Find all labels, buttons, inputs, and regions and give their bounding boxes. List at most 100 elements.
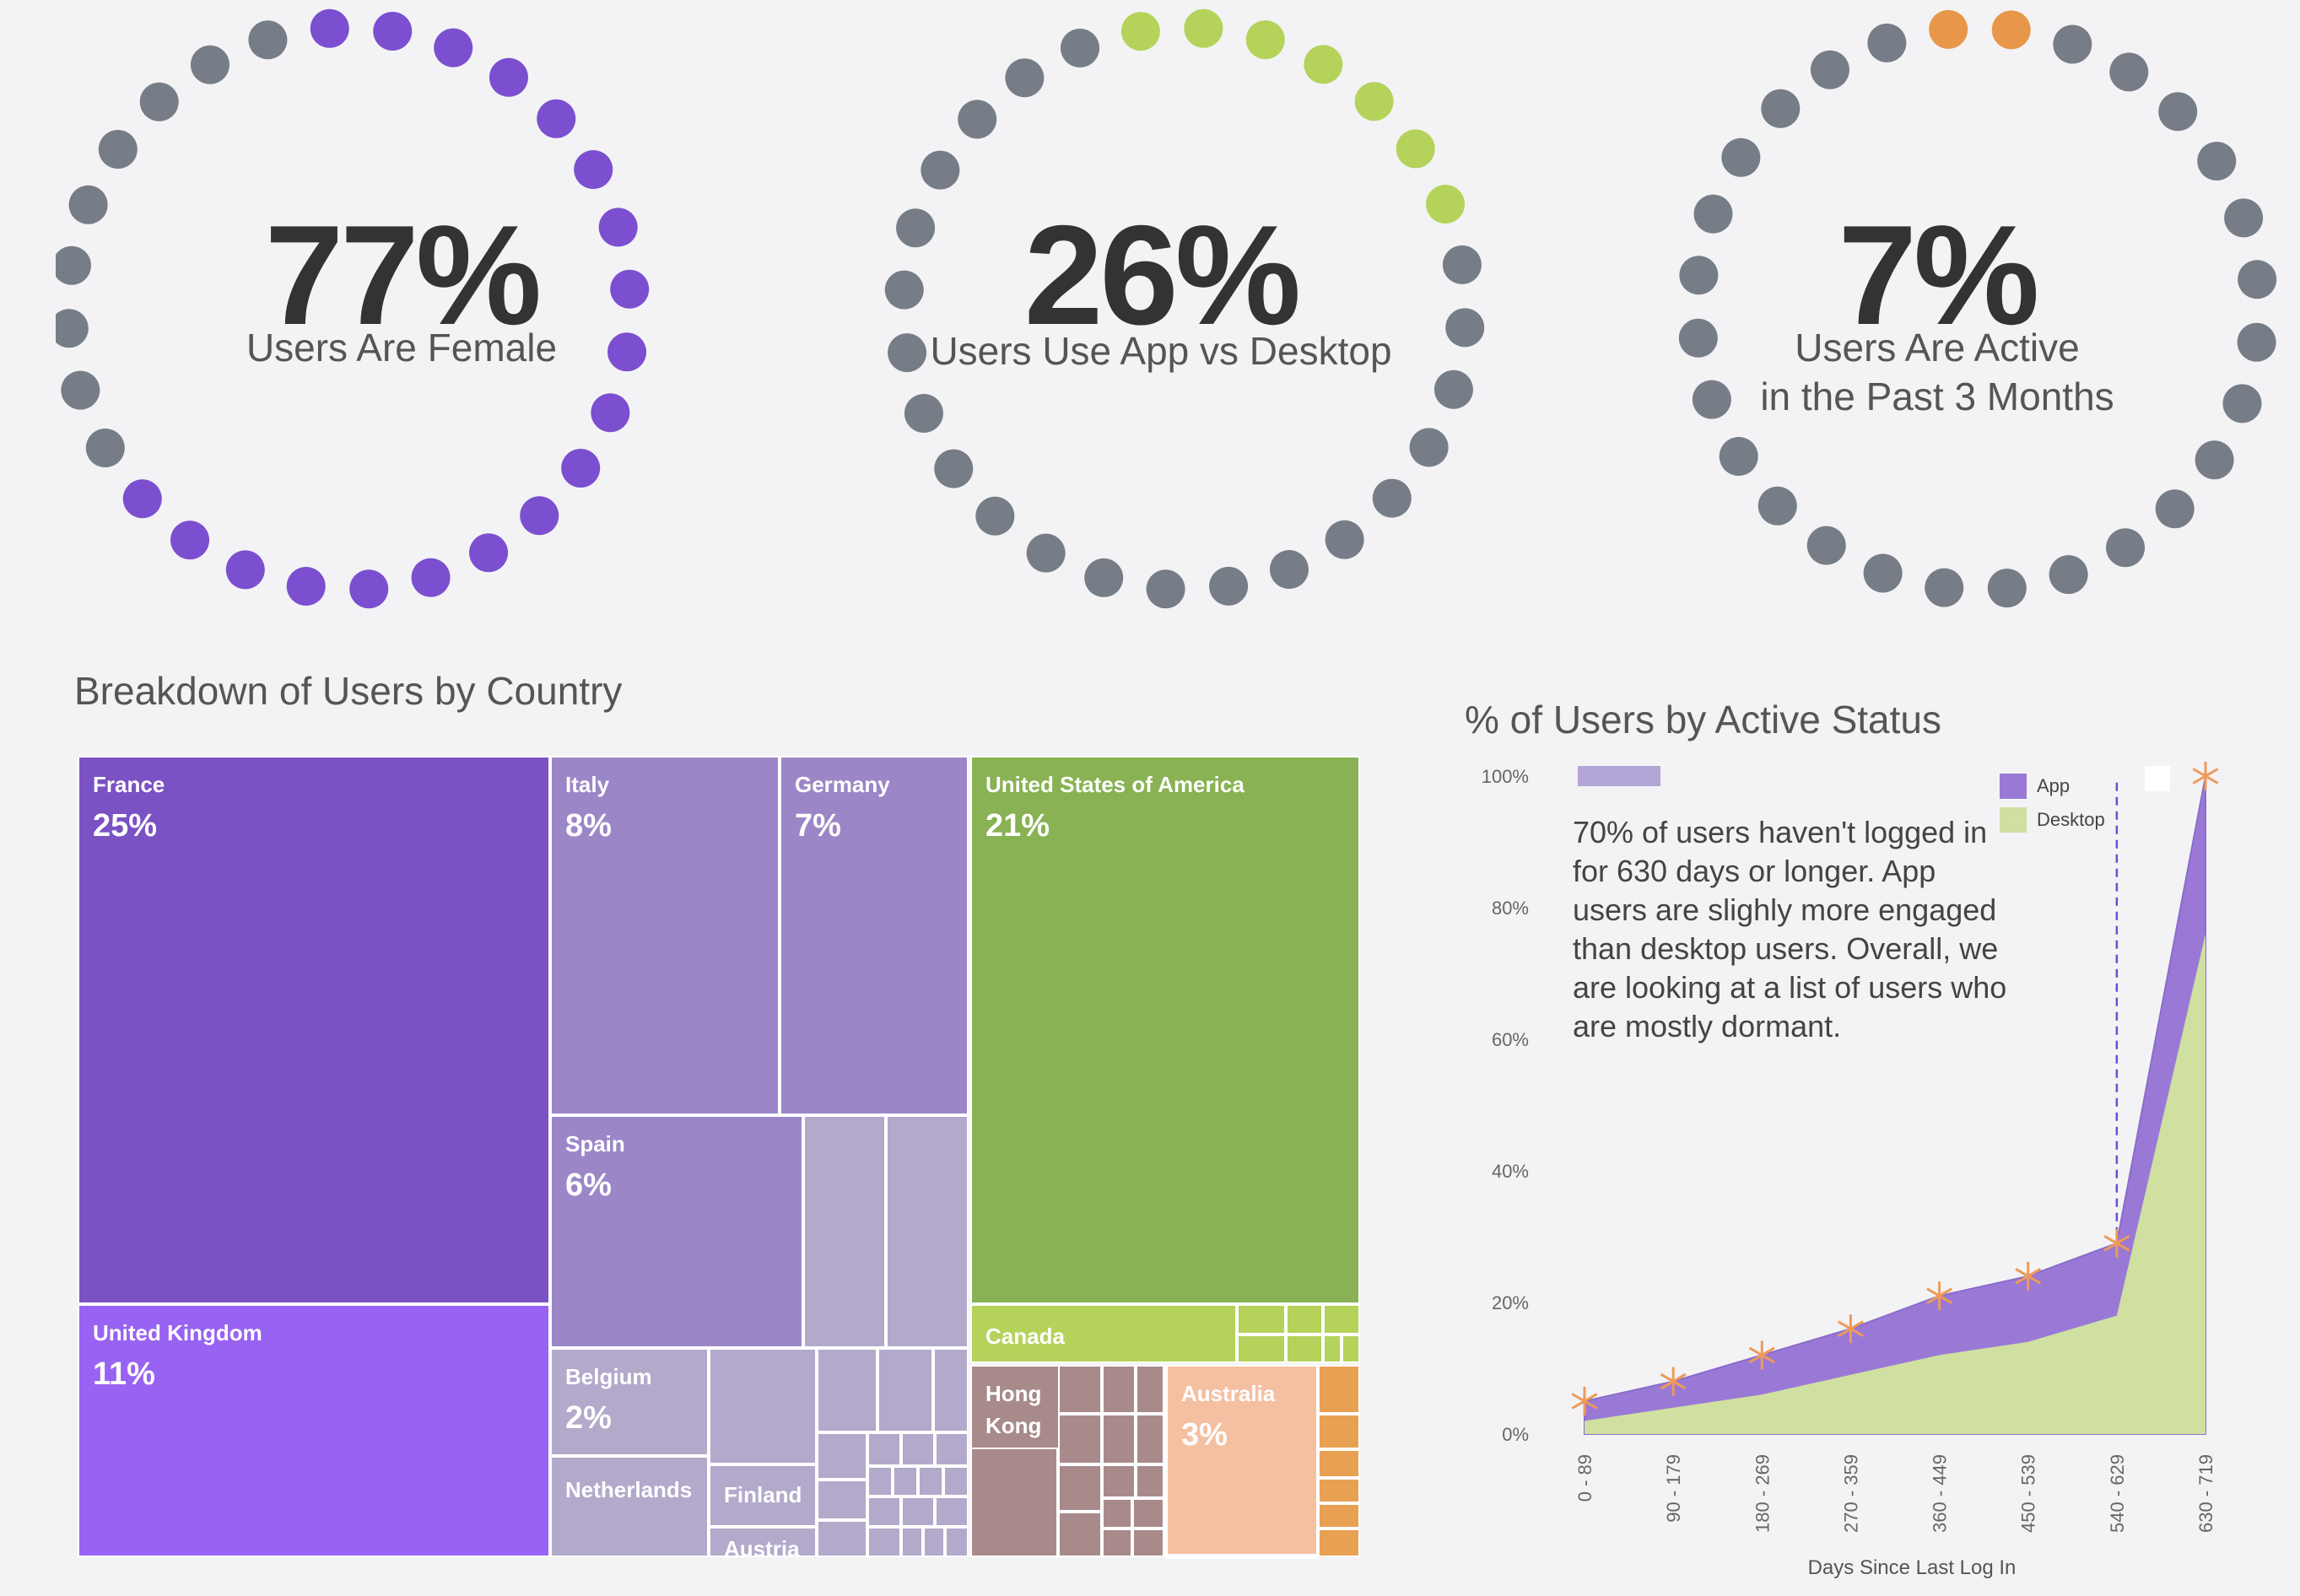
treemap-tile-pct: 7% bbox=[795, 808, 841, 844]
ring-dot bbox=[122, 479, 162, 519]
treemap-tile-small bbox=[1318, 1478, 1360, 1503]
dot-ring-active bbox=[1678, 9, 2277, 608]
treemap-tile: Australia 3% bbox=[1166, 1365, 1318, 1556]
kpi-female-value: 77% bbox=[264, 196, 542, 354]
treemap-tile-pct: 6% bbox=[565, 1167, 612, 1203]
ring-dot bbox=[958, 100, 997, 139]
treemap-tile-name: Hong Kong bbox=[985, 1381, 1042, 1438]
ring-dot bbox=[574, 149, 613, 189]
ring-dot bbox=[1409, 428, 1449, 467]
ring-dot bbox=[607, 332, 647, 372]
treemap-tile-small bbox=[1166, 1556, 1318, 1559]
ring-dot bbox=[1757, 486, 1797, 526]
ring-dot bbox=[61, 370, 100, 410]
ring-dot bbox=[1184, 8, 1223, 48]
chart-legend: App Desktop bbox=[2000, 769, 2105, 837]
ring-dot bbox=[2158, 92, 2198, 132]
active-status-area-chart: 0% 20% 40% 60% 80% 100% 0 - 89 90 - 179 180 - 26… bbox=[1482, 762, 2219, 1579]
ring-dot bbox=[1061, 28, 1100, 67]
ring-dot bbox=[1929, 9, 1968, 49]
country-treemap: France 25% United Kingdom 11% Italy 8% Germany… bbox=[78, 756, 1360, 1559]
treemap-tile-small bbox=[1136, 1464, 1164, 1498]
treemap-tile-small bbox=[935, 1496, 969, 1527]
ring-dot bbox=[2224, 198, 2264, 238]
ring-dot bbox=[2195, 440, 2234, 480]
treemap-title: Breakdown of Users by Country bbox=[74, 669, 623, 713]
ring-dot bbox=[225, 550, 265, 590]
ring-dot bbox=[85, 429, 125, 468]
ring-dot bbox=[139, 82, 179, 121]
ring-dot bbox=[190, 45, 229, 84]
ring-dot bbox=[349, 569, 389, 609]
ring-dot bbox=[1987, 569, 2027, 608]
ring-dot bbox=[537, 99, 576, 138]
x-tick-label: 360 - 449 bbox=[1930, 1454, 1951, 1533]
treemap-tile-small bbox=[1102, 1414, 1136, 1464]
legend-item-app: App bbox=[2000, 769, 2105, 803]
treemap-tile-small bbox=[1323, 1304, 1360, 1334]
treemap-tile-small bbox=[867, 1432, 901, 1466]
treemap-tile-small bbox=[1102, 1529, 1132, 1557]
treemap-tile-small bbox=[1132, 1498, 1164, 1529]
treemap-tile-name: United Kingdom bbox=[93, 1320, 262, 1345]
ring-dot bbox=[1433, 369, 1473, 409]
treemap-tile-small bbox=[1058, 1512, 1102, 1557]
treemap-tile-small bbox=[1318, 1503, 1360, 1529]
ring-dot bbox=[1426, 185, 1466, 224]
treemap-tile-name: United States of America bbox=[985, 772, 1244, 797]
ring-dot bbox=[1325, 520, 1364, 559]
kpi-active-label: Users Are Active in the Past 3 Months bbox=[1591, 324, 2283, 421]
treemap-tile-small bbox=[867, 1496, 901, 1527]
treemap-tile-small bbox=[1323, 1334, 1342, 1363]
treemap-tile-small bbox=[933, 1348, 969, 1432]
ring-dot bbox=[1679, 256, 1719, 295]
treemap-tile-small bbox=[817, 1520, 867, 1557]
dot-ring-female bbox=[56, 8, 650, 609]
ring-dot bbox=[1719, 437, 1758, 477]
ring-dot bbox=[2109, 52, 2149, 92]
treemap-tile-small bbox=[1136, 1414, 1164, 1464]
treemap-tile-small bbox=[1318, 1449, 1360, 1478]
treemap-tile: France 25% bbox=[78, 756, 550, 1304]
legend-marker-box bbox=[2145, 766, 2170, 791]
treemap-tile-small bbox=[901, 1496, 935, 1527]
treemap-tile-pct: 25% bbox=[93, 808, 158, 844]
legend-label-desktop: Desktop bbox=[2037, 809, 2105, 830]
ring-dot bbox=[411, 558, 451, 597]
kpi-app-value: 26% bbox=[1023, 196, 1301, 354]
treemap-tile-small bbox=[923, 1527, 945, 1557]
treemap-tile-small bbox=[945, 1527, 969, 1557]
legend-label-app: App bbox=[2037, 775, 2071, 796]
treemap-tile-small bbox=[1318, 1529, 1360, 1557]
treemap-tile-name: Germany bbox=[795, 772, 890, 797]
y-tick-label: 60% bbox=[1492, 1029, 1529, 1050]
treemap-tile-small bbox=[1237, 1304, 1286, 1334]
treemap-tile-small bbox=[1102, 1365, 1136, 1414]
ring-dot bbox=[1084, 558, 1124, 597]
ring-dot bbox=[1269, 550, 1309, 590]
x-tick-label: 180 - 269 bbox=[1752, 1454, 1773, 1533]
ring-dot bbox=[56, 245, 91, 285]
treemap-tile: Canada bbox=[970, 1304, 1237, 1363]
ring-dot bbox=[1245, 20, 1285, 60]
ring-dot bbox=[888, 333, 927, 373]
ring-dot bbox=[98, 130, 138, 170]
treemap-tile-small bbox=[1058, 1464, 1102, 1512]
ring-dot bbox=[520, 496, 559, 536]
ring-dot bbox=[934, 449, 974, 488]
ring-dot bbox=[975, 496, 1015, 536]
kpi-active-label-line-1: Users Are Active bbox=[1795, 326, 2080, 369]
treemap-tile-name: France bbox=[93, 772, 165, 797]
ring-dot bbox=[373, 11, 413, 51]
data-point-marker bbox=[2192, 762, 2219, 790]
ring-dot bbox=[1372, 478, 1412, 518]
x-tick-label: 450 - 539 bbox=[2018, 1454, 2039, 1533]
treemap-tile-small bbox=[1132, 1529, 1164, 1557]
treemap-tile-small bbox=[867, 1466, 893, 1496]
treemap-tile-small bbox=[877, 1348, 933, 1432]
area-desktop bbox=[1585, 934, 2206, 1434]
ring-dot bbox=[1991, 10, 2031, 50]
ring-dot bbox=[310, 8, 349, 48]
ring-dot bbox=[1354, 82, 1394, 121]
ring-dot bbox=[2106, 528, 2146, 568]
